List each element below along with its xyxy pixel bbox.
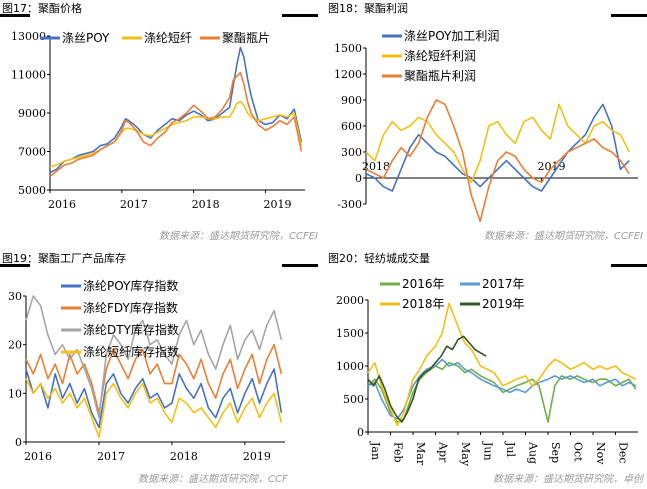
legend-label: 涤纶POY库存指数 <box>83 278 178 293</box>
x-tick-label: 2018 <box>362 160 390 173</box>
data-source: 数据来源：盛达期货研究院，CCFEI <box>484 231 643 242</box>
legend-label: 2019年 <box>482 297 525 311</box>
title-rule-right <box>282 14 318 17</box>
chart-polyester-price: 5000 7000 9000 11000 13000 2016 2017 2018 2019 涤丝… <box>11 30 305 211</box>
y-tick-label: 0 <box>355 172 362 185</box>
x-tick-label: Apr <box>437 441 450 463</box>
y-tick-label: 600 <box>341 120 362 133</box>
data-source: 数据来源：盛达期货研究院，卓创 <box>493 474 643 485</box>
chart-polyester-inventory: 0 10 20 30 2016 2017 2018 2019 涤纶POY库存指数涤纶FDY库存指… <box>8 278 285 463</box>
data-source: 数据来源：盛达期货研究院，CCFEI <box>159 231 318 242</box>
legend-label: 2018年 <box>402 297 445 311</box>
panel-title: 图18：聚酯利润 <box>328 2 408 15</box>
legend-label: 涤纶短纤库存指数 <box>83 344 179 359</box>
legend-label: 涤丝POY加工利润 <box>404 29 499 43</box>
series-line-3 <box>49 71 303 178</box>
panel-title: 图17：聚酯价格 <box>2 2 82 15</box>
chart-polyester-profit: -300 0 300 600 900 1200 1500 2018 2019 涤丝POY加工利润涤… <box>334 29 638 223</box>
panel-polyester-price: 图17：聚酯价格 5000 7000 9000 11000 13000 2016 2017 2… <box>0 0 318 244</box>
x-tick-label: Feb <box>392 442 405 463</box>
y-tick-label: 2000 <box>336 294 364 307</box>
series-line-4 <box>25 378 283 438</box>
x-tick-label: Oct <box>572 442 585 462</box>
x-tick-label: Mar <box>414 442 427 466</box>
legend-label: 2017年 <box>482 277 525 291</box>
x-tick-label: 2019 <box>263 198 291 211</box>
x-tick-label: Jan <box>369 441 382 460</box>
y-tick-label: -300 <box>337 198 362 211</box>
legend-label: 2016年 <box>402 277 445 291</box>
series-line-2 <box>365 103 630 184</box>
x-tick-label: 2017 <box>120 198 148 211</box>
y-tick-label: 0 <box>15 436 22 449</box>
x-tick-label: 2019 <box>243 450 271 463</box>
y-tick-label: 10 <box>8 387 22 400</box>
y-tick-label: 500 <box>343 393 364 406</box>
panel-polyester-inventory: 图19：聚酯工厂产品库存 0 10 20 30 2016 2017 2018 2019 涤纶PO… <box>0 250 318 489</box>
series-line-3 <box>25 295 283 419</box>
data-source: 数据来源：盛达期货研究院，CCF <box>138 474 288 485</box>
legend-label: 涤纶DTY库存指数 <box>83 322 179 337</box>
series-line-2 <box>25 343 283 414</box>
title-rule-right <box>611 14 647 17</box>
y-tick-label: 9000 <box>18 107 46 120</box>
title-rule <box>0 14 30 17</box>
panel-polyester-profit: 图18：聚酯利润 -300 0 300 600 900 1200 1500 2018 2019 涤… <box>326 0 647 244</box>
legend-label: 涤纶短纤 <box>144 31 192 45</box>
legend-label: 涤纶FDY库存指数 <box>83 300 178 315</box>
title-rule-right <box>282 264 318 267</box>
series-line-4 <box>367 335 487 423</box>
x-tick-label: May <box>459 442 472 467</box>
y-tick-label: 300 <box>341 146 362 159</box>
series-line-1 <box>49 46 303 174</box>
x-tick-label: Nov <box>594 442 607 465</box>
x-tick-label: 2016 <box>48 198 76 211</box>
panel-textile-city-volume: 图20：轻纺城成交量 0 500 1000 1500 2000 Jan Feb Mar Apr M… <box>326 250 647 489</box>
panel-title: 图19：聚酯工厂产品库存 <box>2 252 126 265</box>
y-tick-label: 1500 <box>336 327 364 340</box>
y-tick-label: 20 <box>8 339 22 352</box>
legend: 2016年 2017年 2018年 2019年 <box>380 277 525 311</box>
series-line-1 <box>365 103 630 192</box>
x-tick-label: 2019 <box>537 160 565 173</box>
x-tick-label: 2018 <box>170 450 198 463</box>
legend-label: 聚酯瓶片 <box>222 31 270 45</box>
y-tick-label: 7000 <box>18 146 46 159</box>
legend-label: 聚酯瓶片利润 <box>404 69 476 83</box>
y-tick-label: 0 <box>357 426 364 439</box>
series-line-1 <box>25 368 283 429</box>
chart-textile-city-volume: 0 500 1000 1500 2000 Jan Feb Mar Apr May Jun Jul Aug… <box>336 277 638 467</box>
x-tick-label: 2017 <box>97 450 125 463</box>
y-tick-label: 30 <box>8 290 22 303</box>
y-tick-label: 1500 <box>334 42 362 55</box>
x-tick-label: 2016 <box>24 450 52 463</box>
x-tick-label: 2018 <box>192 198 220 211</box>
title-rule <box>0 264 30 267</box>
x-tick-label: Jul <box>504 441 517 457</box>
series-line-1 <box>367 361 637 423</box>
y-tick-label: 1200 <box>334 68 362 81</box>
x-tick-label: Jun <box>482 441 495 461</box>
series-line-2 <box>367 358 637 420</box>
y-tick-label: 11000 <box>11 69 46 82</box>
series-line-3 <box>365 99 630 223</box>
x-tick-label: Dec <box>617 442 630 464</box>
series-line-3 <box>367 302 637 427</box>
legend: 涤丝POY 涤纶短纤 聚酯瓶片 <box>40 31 270 45</box>
legend-label: 涤纶短纤利润 <box>404 49 476 63</box>
y-tick-label: 13000 <box>11 30 46 43</box>
x-tick-label: Sep <box>549 442 562 463</box>
title-rule-right <box>611 264 647 267</box>
legend-label: 涤丝POY <box>62 31 110 45</box>
panel-title: 图20：轻纺城成交量 <box>328 252 430 265</box>
y-tick-label: 5000 <box>18 184 46 197</box>
y-tick-label: 900 <box>341 94 362 107</box>
y-tick-label: 1000 <box>336 360 364 373</box>
x-tick-label: Aug <box>527 441 540 464</box>
